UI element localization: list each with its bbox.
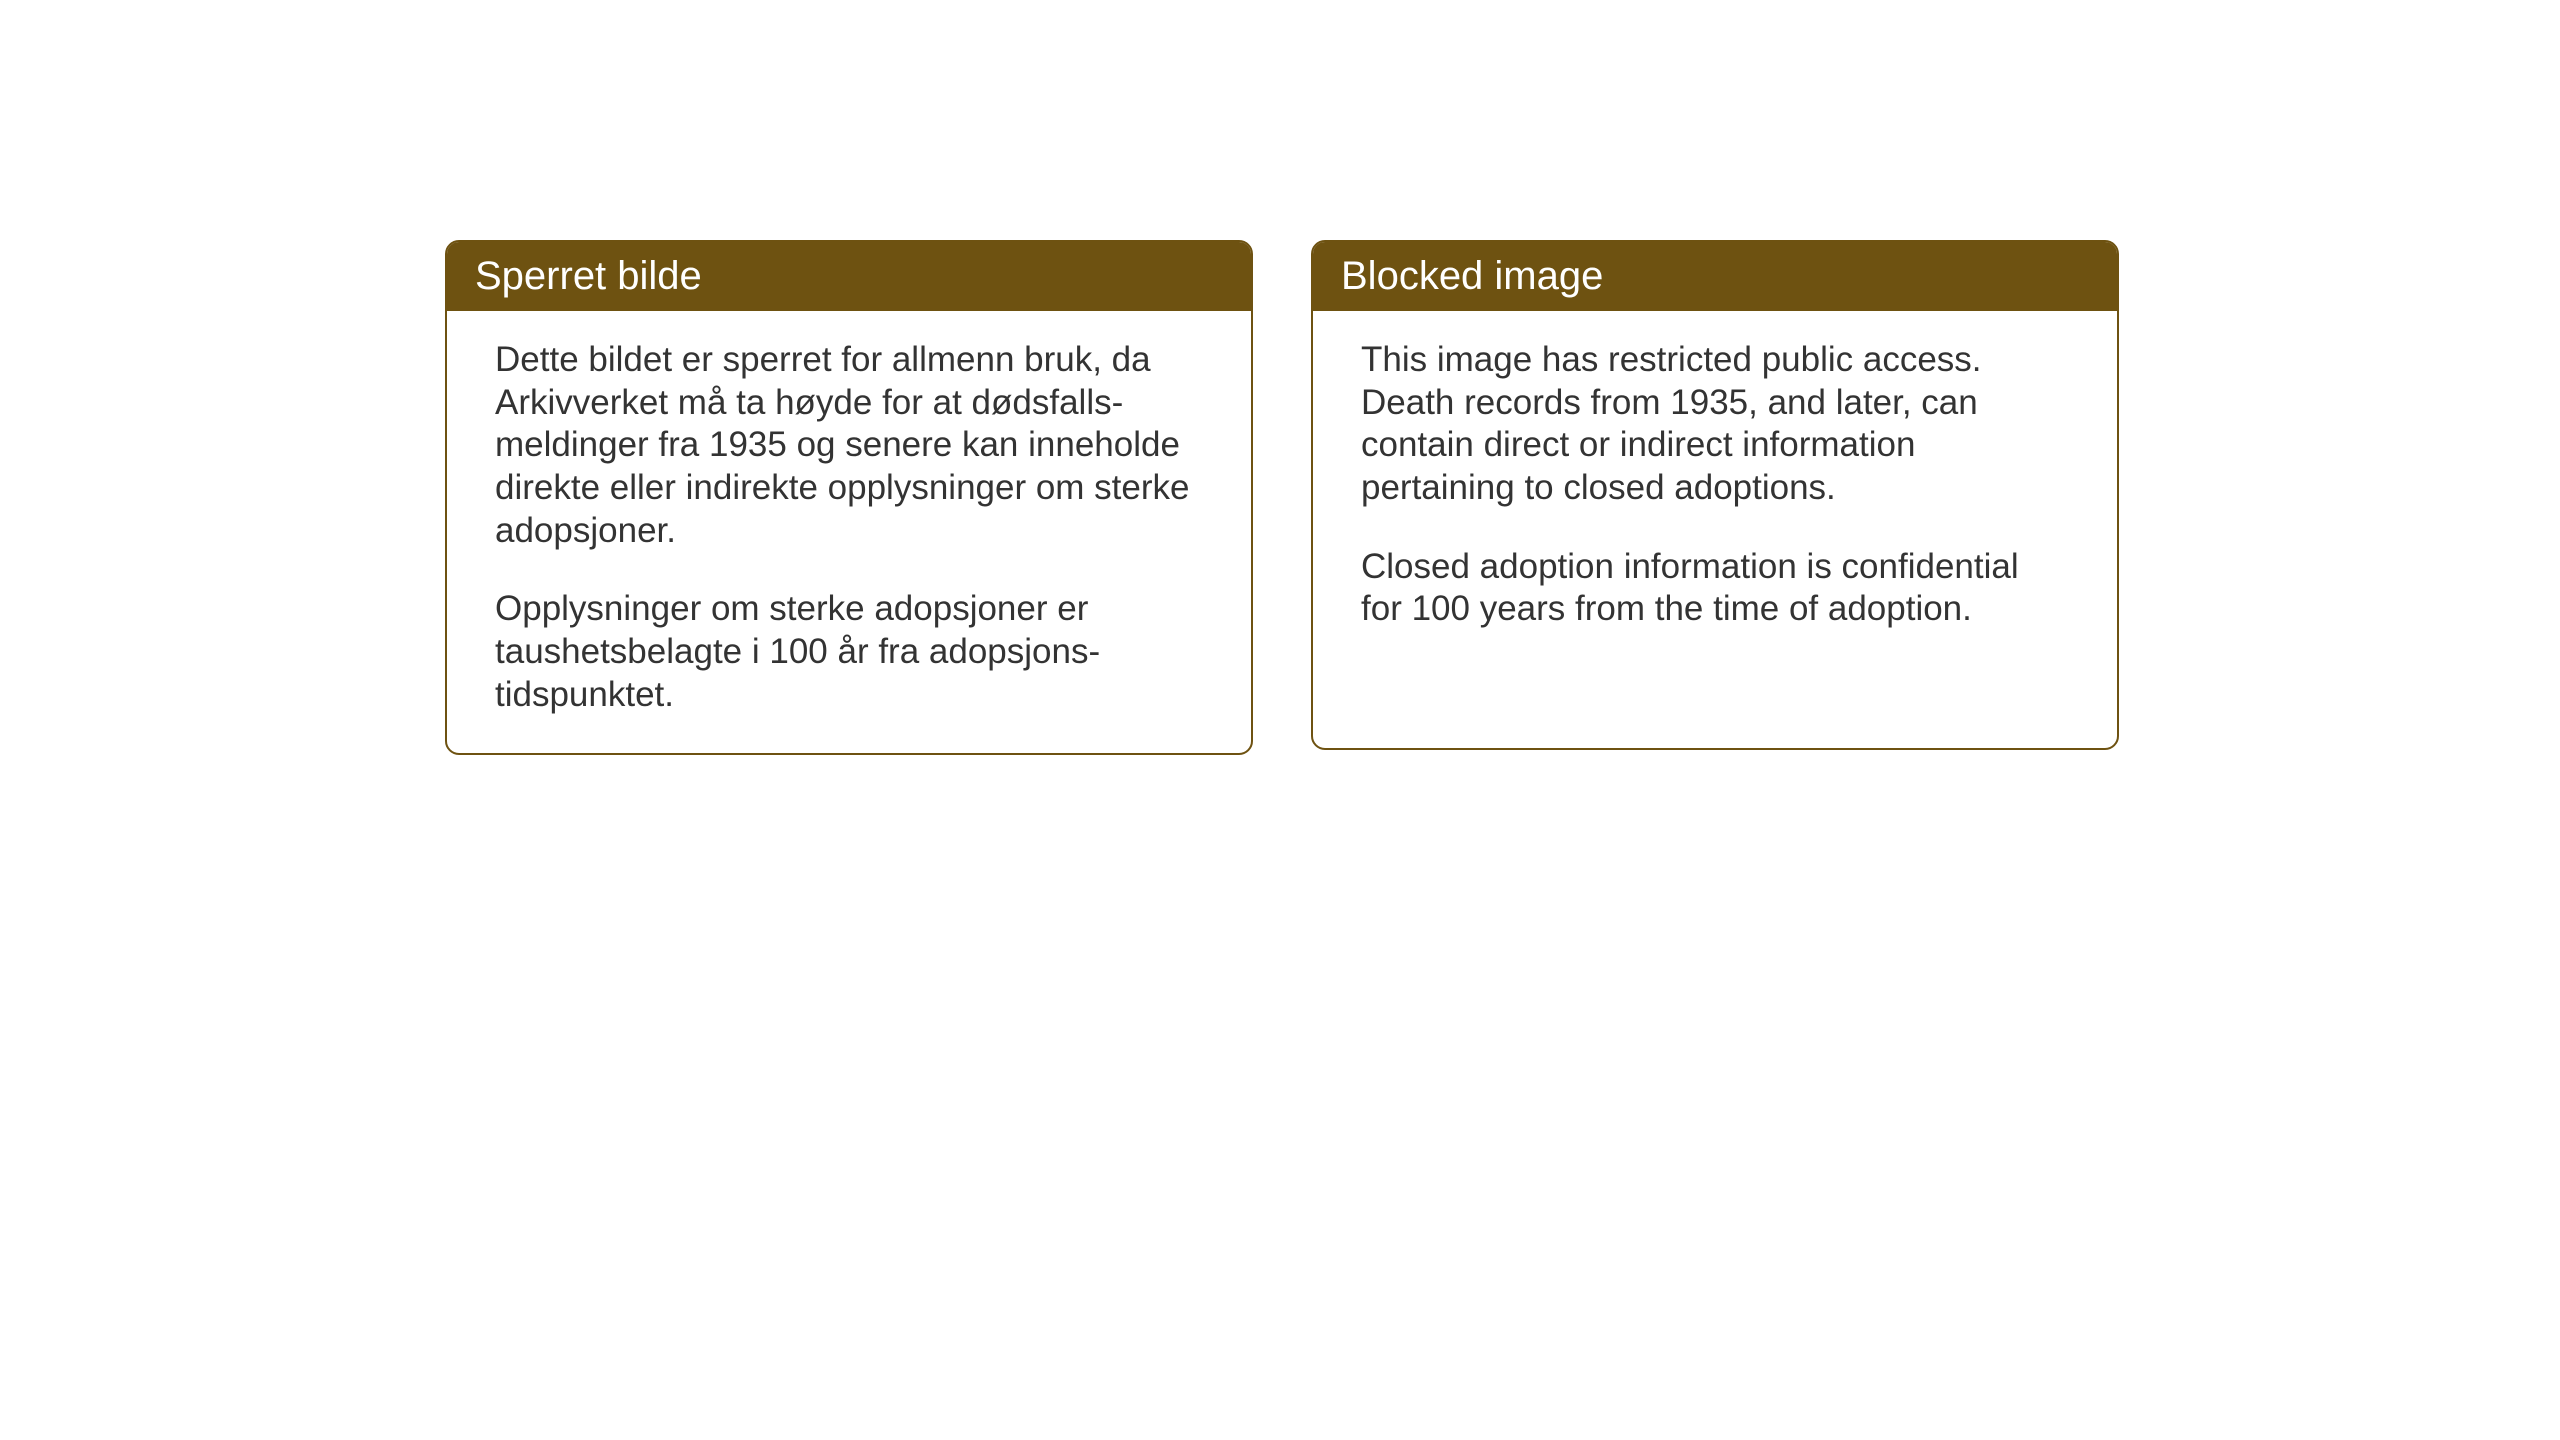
card-body-norwegian: Dette bildet er sperret for allmenn bruk… — [447, 311, 1251, 753]
card-title-norwegian: Sperret bilde — [475, 254, 702, 298]
card-body-english: This image has restricted public access.… — [1313, 311, 2117, 667]
card-paragraph-2-english: Closed adoption information is confident… — [1361, 546, 2069, 631]
card-title-english: Blocked image — [1341, 254, 1603, 298]
card-header-norwegian: Sperret bilde — [447, 242, 1251, 311]
card-paragraph-1-norwegian: Dette bildet er sperret for allmenn bruk… — [495, 339, 1203, 552]
blocked-image-card-norwegian: Sperret bilde Dette bildet er sperret fo… — [445, 240, 1253, 755]
card-paragraph-1-english: This image has restricted public access.… — [1361, 339, 2069, 510]
blocked-image-card-english: Blocked image This image has restricted … — [1311, 240, 2119, 750]
cards-container: Sperret bilde Dette bildet er sperret fo… — [445, 240, 2119, 755]
card-paragraph-2-norwegian: Opplysninger om sterke adopsjoner er tau… — [495, 588, 1203, 716]
card-header-english: Blocked image — [1313, 242, 2117, 311]
